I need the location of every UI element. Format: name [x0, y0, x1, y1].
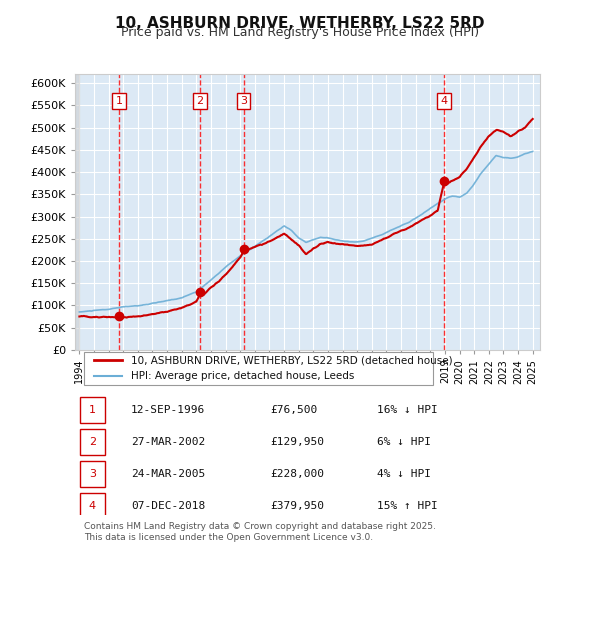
Text: 4: 4 — [440, 96, 448, 106]
Text: 4: 4 — [89, 501, 96, 511]
Text: 4% ↓ HPI: 4% ↓ HPI — [377, 469, 431, 479]
Text: 07-DEC-2018: 07-DEC-2018 — [131, 501, 205, 511]
Text: 1: 1 — [89, 405, 96, 415]
Text: 10, ASHBURN DRIVE, WETHERBY, LS22 5RD (detached house): 10, ASHBURN DRIVE, WETHERBY, LS22 5RD (d… — [131, 355, 452, 365]
Text: £379,950: £379,950 — [270, 501, 324, 511]
Text: 1: 1 — [116, 96, 122, 106]
Bar — [75, 74, 79, 350]
Text: 6% ↓ HPI: 6% ↓ HPI — [377, 437, 431, 447]
Text: 3: 3 — [240, 96, 247, 106]
FancyBboxPatch shape — [80, 461, 105, 487]
Text: Contains HM Land Registry data © Crown copyright and database right 2025.
This d: Contains HM Land Registry data © Crown c… — [84, 523, 436, 542]
Text: 16% ↓ HPI: 16% ↓ HPI — [377, 405, 438, 415]
Text: 2: 2 — [196, 96, 203, 106]
FancyBboxPatch shape — [80, 429, 105, 454]
Text: 10, ASHBURN DRIVE, WETHERBY, LS22 5RD: 10, ASHBURN DRIVE, WETHERBY, LS22 5RD — [115, 16, 485, 30]
Text: £76,500: £76,500 — [270, 405, 317, 415]
Text: HPI: Average price, detached house, Leeds: HPI: Average price, detached house, Leed… — [131, 371, 354, 381]
Text: 3: 3 — [89, 469, 96, 479]
Text: 2: 2 — [89, 437, 96, 447]
FancyBboxPatch shape — [80, 397, 105, 423]
FancyBboxPatch shape — [84, 352, 433, 384]
FancyBboxPatch shape — [80, 494, 105, 519]
Text: 12-SEP-1996: 12-SEP-1996 — [131, 405, 205, 415]
Text: £129,950: £129,950 — [270, 437, 324, 447]
Text: £228,000: £228,000 — [270, 469, 324, 479]
Text: 24-MAR-2005: 24-MAR-2005 — [131, 469, 205, 479]
Text: Price paid vs. HM Land Registry's House Price Index (HPI): Price paid vs. HM Land Registry's House … — [121, 26, 479, 39]
Text: 27-MAR-2002: 27-MAR-2002 — [131, 437, 205, 447]
Text: 15% ↑ HPI: 15% ↑ HPI — [377, 501, 438, 511]
